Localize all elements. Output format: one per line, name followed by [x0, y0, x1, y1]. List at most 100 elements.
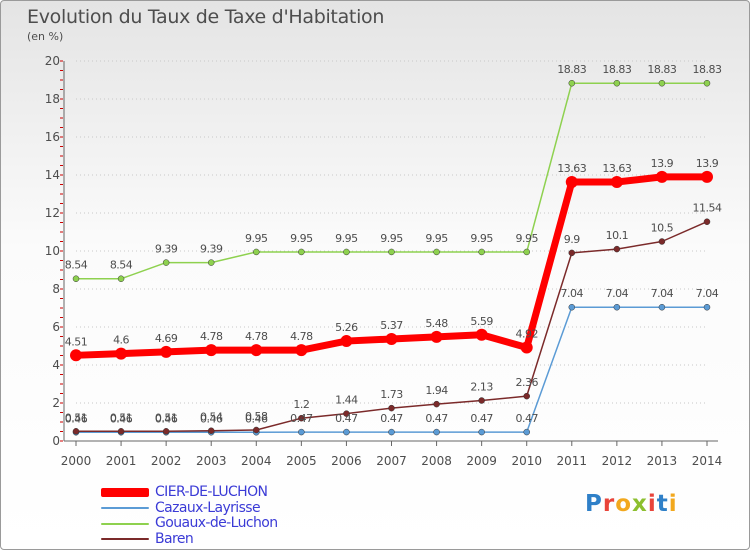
- data-label: 11.54: [693, 202, 722, 215]
- logo-letter: i: [647, 491, 657, 517]
- y-tick-label: 4: [52, 358, 60, 372]
- data-point-gouaux-de-luchon: [478, 248, 485, 256]
- proxiti-logo: Proxiti: [585, 491, 678, 517]
- data-point-gouaux-de-luchon: [207, 259, 215, 266]
- data-point-baren: [343, 410, 350, 417]
- data-point-baren: [478, 397, 485, 404]
- logo-letter: o: [615, 491, 633, 517]
- data-label: 7.04: [606, 287, 629, 300]
- y-tick-label: 8: [52, 282, 60, 296]
- data-label: 0.51: [155, 411, 178, 424]
- data-label: 9.95: [290, 232, 313, 245]
- legend-swatch: [101, 538, 149, 541]
- data-point-cazaux-layrisse: [478, 428, 485, 436]
- data-point-gouaux-de-luchon: [388, 248, 395, 256]
- data-label: 0.47: [470, 412, 493, 425]
- data-label: 18.83: [557, 63, 586, 76]
- x-tick-label: 2005: [286, 454, 317, 468]
- data-point-gouaux-de-luchon: [72, 275, 80, 282]
- legend-item: Baren: [101, 530, 277, 548]
- x-tick-label: 2013: [647, 454, 678, 468]
- data-point-cier-de-luchon: [385, 332, 398, 345]
- data-point-baren: [117, 428, 125, 435]
- x-tick-label: 2003: [196, 454, 227, 468]
- data-point-baren: [72, 428, 80, 435]
- logo-letter: t: [656, 491, 669, 517]
- chart-legend: CIER-DE-LUCHON Cazaux-Layrisse Gouaux-de-L…: [101, 485, 278, 548]
- data-label: 13.63: [557, 162, 586, 175]
- data-point-gouaux-de-luchon: [523, 248, 530, 256]
- data-label: 4.6: [113, 334, 129, 347]
- data-point-cazaux-layrisse: [343, 428, 350, 436]
- data-label: 4.78: [245, 330, 268, 343]
- data-point-cazaux-layrisse: [298, 428, 305, 436]
- data-point-gouaux-de-luchon: [117, 275, 125, 282]
- data-point-baren: [613, 245, 621, 253]
- data-point-gouaux-de-luchon: [343, 248, 350, 256]
- data-point-baren: [433, 400, 440, 408]
- x-tick-label: 2006: [331, 454, 362, 468]
- legend-item: CIER-DE-LUCHON: [101, 485, 277, 501]
- data-point-gouaux-de-luchon: [703, 79, 711, 87]
- data-label: 1.44: [335, 394, 358, 407]
- data-point-cier-de-luchon: [655, 170, 668, 183]
- data-point-cier-de-luchon: [520, 341, 533, 354]
- data-label: 9.39: [200, 243, 223, 256]
- x-tick-label: 2012: [602, 454, 633, 468]
- x-tick-label: 2004: [241, 454, 272, 468]
- data-label: 0.47: [290, 412, 313, 425]
- data-point-gouaux-de-luchon: [253, 248, 260, 256]
- x-tick-label: 2011: [557, 454, 588, 468]
- data-label: 0.46: [110, 412, 133, 425]
- data-label: 18.83: [693, 63, 722, 76]
- x-tick-label: 2007: [376, 454, 407, 468]
- data-label: 9.95: [425, 232, 448, 245]
- data-point-baren: [207, 427, 215, 434]
- data-point-cier-de-luchon: [430, 330, 443, 343]
- y-tick-label: 18: [45, 92, 60, 106]
- chart-subtitle: (en %): [27, 30, 64, 43]
- data-label: 5.48: [425, 317, 448, 330]
- data-label: 13.9: [651, 157, 674, 170]
- y-tick-label: 14: [45, 168, 60, 182]
- x-tick-label: 2009: [466, 454, 497, 468]
- data-point-cier-de-luchon: [160, 345, 173, 358]
- data-label: 18.83: [602, 63, 631, 76]
- data-label: 9.9: [564, 233, 580, 246]
- data-label: 5.37: [380, 319, 403, 332]
- data-label: 13.63: [602, 162, 631, 175]
- data-point-cazaux-layrisse: [388, 428, 395, 436]
- data-label: 13.9: [696, 157, 719, 170]
- data-label: 9.95: [470, 232, 493, 245]
- data-label: 10.5: [651, 222, 674, 235]
- data-label: 0.46: [245, 412, 268, 425]
- logo-letter: r: [602, 491, 616, 517]
- data-label: 10.1: [606, 229, 629, 242]
- x-tick-label: 2001: [106, 454, 137, 468]
- data-point-baren: [568, 249, 576, 257]
- data-label: 0.47: [515, 412, 538, 425]
- data-label: 5.26: [335, 321, 358, 334]
- chart-title: Evolution du Taux de Taxe d'Habitation: [27, 6, 385, 28]
- data-point-cier-de-luchon: [701, 170, 713, 183]
- y-tick-label: 0: [52, 434, 60, 448]
- data-label: 0.47: [425, 412, 448, 425]
- data-label: 0.51: [110, 411, 133, 424]
- data-point-baren: [388, 404, 395, 412]
- data-point-gouaux-de-luchon: [658, 79, 666, 87]
- data-point-baren: [703, 218, 711, 225]
- legend-label: Baren: [155, 530, 194, 547]
- y-tick-label: 6: [52, 320, 60, 334]
- data-point-baren: [523, 392, 530, 400]
- data-point-cazaux-layrisse: [613, 303, 621, 311]
- data-label: 0.58: [245, 410, 268, 423]
- data-point-cier-de-luchon: [565, 176, 578, 189]
- data-label: 9.95: [380, 232, 403, 245]
- data-label: 0.51: [65, 411, 88, 424]
- data-label: 8.54: [110, 259, 133, 272]
- x-tick-label: 2010: [511, 454, 542, 468]
- legend-swatch: [101, 488, 149, 498]
- data-point-cazaux-layrisse: [568, 303, 576, 311]
- x-tick-label: 2008: [421, 454, 452, 468]
